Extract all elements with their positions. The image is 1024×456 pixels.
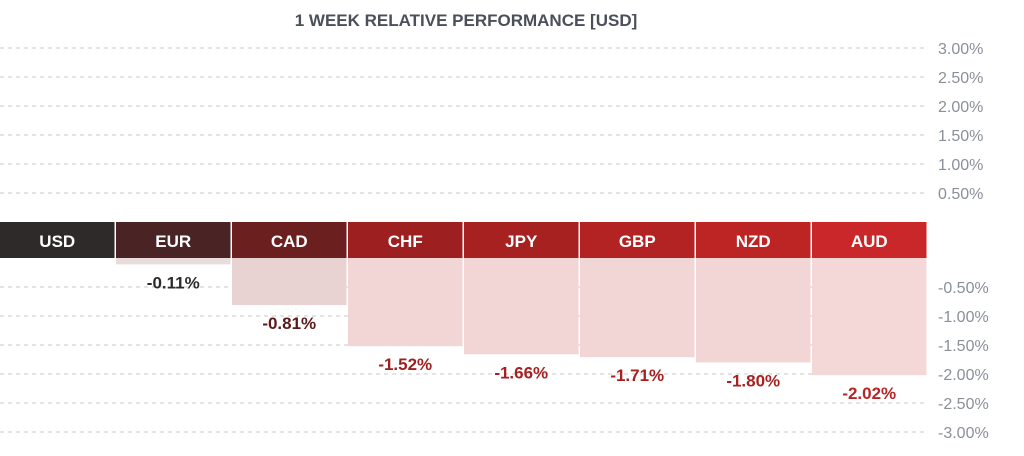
category-label: AUD <box>851 232 888 251</box>
value-label: -2.02% <box>842 384 896 403</box>
y-tick-label: 1.00% <box>938 157 983 174</box>
y-tick-label: -1.00% <box>938 309 989 326</box>
header-aud <box>812 222 927 258</box>
value-label: -1.52% <box>378 355 432 374</box>
header-usd <box>0 222 115 258</box>
y-tick-label: -2.50% <box>938 396 989 413</box>
value-label: -1.71% <box>610 366 664 385</box>
y-tick-label: 0.50% <box>938 186 983 203</box>
value-labels: -0.11% -0.81% -1.52% -1.66% -1.71% -1.80% -2.0… <box>147 273 896 403</box>
bar-chf <box>348 258 463 347</box>
bar-gbp <box>580 258 695 358</box>
header-nzd <box>696 222 811 258</box>
category-label: GBP <box>619 232 656 251</box>
category-label: NZD <box>736 232 771 251</box>
value-label: -0.81% <box>262 314 316 333</box>
header-cad <box>232 222 347 258</box>
bar-jpy <box>464 258 579 355</box>
chart-title: 1 WEEK RELATIVE PERFORMANCE [USD] <box>295 11 638 30</box>
y-tick-label: 1.50% <box>938 128 983 145</box>
header-gbp <box>580 222 695 258</box>
y-tick-label: -1.50% <box>938 338 989 355</box>
value-label: -1.80% <box>726 371 780 390</box>
y-tick-label: 2.50% <box>938 70 983 87</box>
category-label: CHF <box>388 232 423 251</box>
currency-headers: USD EUR CAD CHF JPY GBP NZD AUD <box>0 222 927 258</box>
bar-aud <box>812 258 927 376</box>
category-label: EUR <box>155 232 191 251</box>
bars <box>116 258 927 376</box>
bar-cad <box>232 258 347 305</box>
value-label: -1.66% <box>494 363 548 382</box>
header-jpy <box>464 222 579 258</box>
header-chf <box>348 222 463 258</box>
category-label: JPY <box>505 232 538 251</box>
bar-nzd <box>696 258 811 363</box>
value-label: -0.11% <box>147 273 200 292</box>
bar-eur <box>116 258 231 265</box>
category-label: CAD <box>271 232 308 251</box>
header-eur <box>116 222 231 258</box>
y-tick-label: -2.00% <box>938 367 989 384</box>
y-tick-label: -0.50% <box>938 280 989 297</box>
y-tick-label: -3.00% <box>938 425 989 442</box>
y-tick-labels: 3.00% 2.50% 2.00% 1.50% 1.00% 0.50% -0.50% -1.0… <box>938 41 989 442</box>
category-label: USD <box>39 232 75 251</box>
y-tick-label: 2.00% <box>938 99 983 116</box>
y-tick-label: 3.00% <box>938 41 983 58</box>
